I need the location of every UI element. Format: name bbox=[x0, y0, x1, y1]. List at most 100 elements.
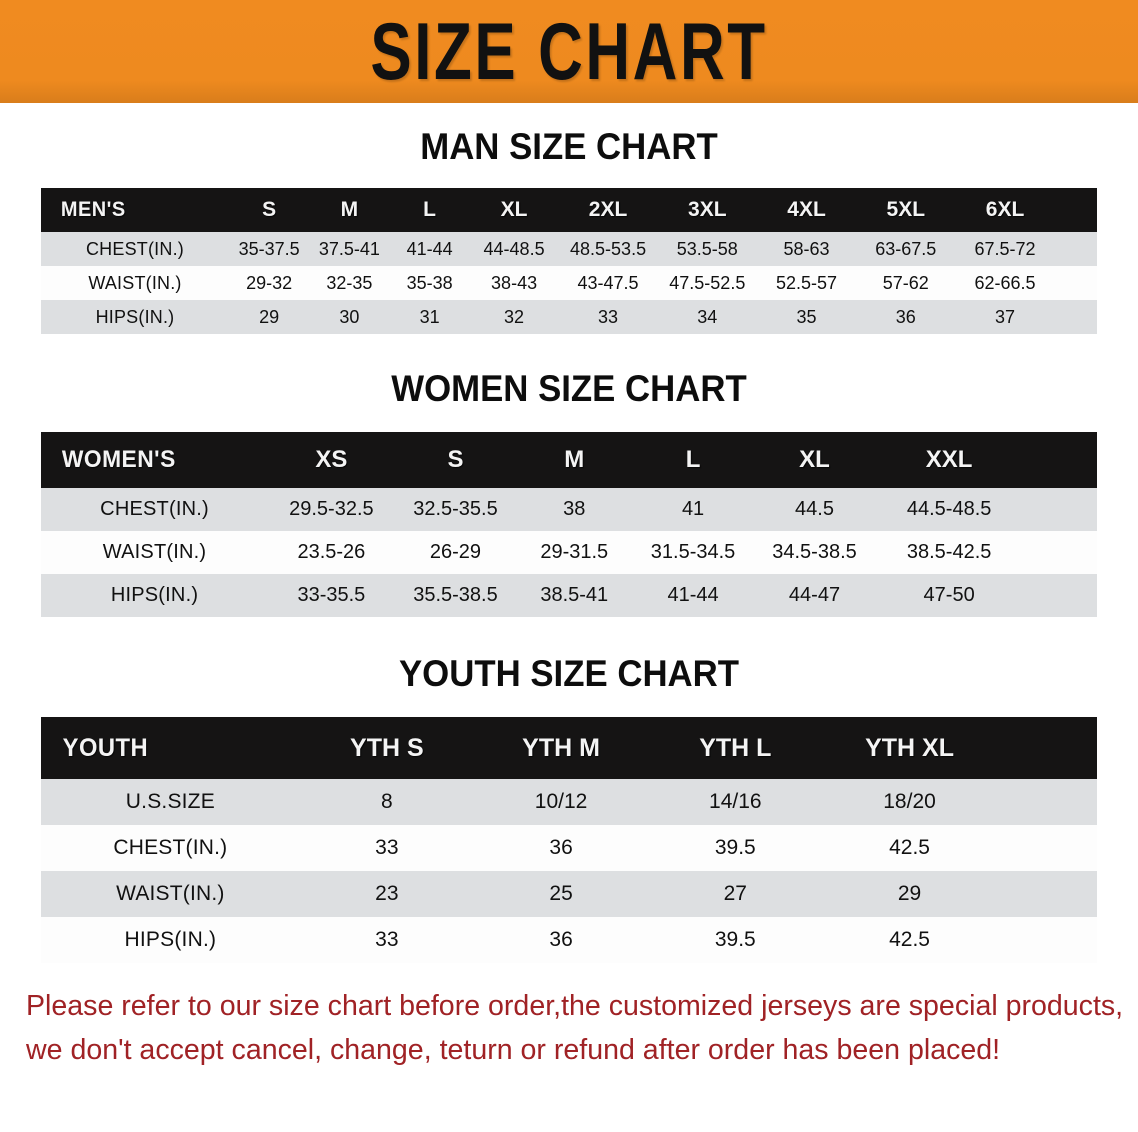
table-row: HIPS(IN.) 33-35.5 35.5-38.5 38.5-41 41-4… bbox=[41, 574, 1097, 617]
man-waist-2xl: 43-47.5 bbox=[577, 272, 639, 293]
table-row: HIPS(IN.) 29 30 31 32 33 34 35 36 37 bbox=[41, 300, 1097, 334]
women-table-header-row: WOMEN'S XS S M L XL XXL bbox=[41, 432, 1097, 488]
table-row: CHEST(IN.) 33 36 39.5 42.5 bbox=[41, 825, 1097, 871]
women-col-header-xs: XS bbox=[315, 446, 348, 473]
youth-row-spacer bbox=[997, 917, 1097, 963]
youth-waist-l: 27 bbox=[723, 882, 747, 905]
man-row-label-waist: WAIST(IN.) bbox=[88, 272, 182, 293]
youth-size-table-wrapper: YOUTH YTH S YTH M YTH L YTH XL U.S.SIZE … bbox=[41, 717, 1097, 963]
women-row-spacer bbox=[1023, 574, 1097, 617]
man-waist-xl: 38-43 bbox=[491, 272, 538, 293]
women-hips-s: 35.5-38.5 bbox=[413, 584, 498, 606]
women-table-body: WOMEN'S XS S M L XL XXL CHEST(IN.) 29.5-… bbox=[41, 432, 1097, 617]
man-hips-2xl: 33 bbox=[598, 306, 619, 327]
women-chest-xxl: 44.5-48.5 bbox=[906, 498, 992, 520]
man-size-table-wrapper: MEN'S S M L XL 2XL 3XL 4XL 5XL 6XL CHEST… bbox=[41, 188, 1097, 334]
youth-chest-l: 39.5 bbox=[714, 836, 756, 859]
youth-section-title: YOUTH SIZE CHART bbox=[398, 653, 740, 694]
youth-col-header-m: YTH M bbox=[522, 733, 600, 762]
man-table-body: MEN'S S M L XL 2XL 3XL 4XL 5XL 6XL CHEST… bbox=[41, 188, 1097, 334]
disclaimer-line-2: we don't accept cancel, change, teturn o… bbox=[26, 1033, 1001, 1066]
man-col-header-s: S bbox=[262, 198, 277, 221]
women-header-label: WOMEN'S bbox=[61, 446, 176, 473]
man-row-spacer bbox=[1055, 266, 1097, 300]
women-chest-xs: 29.5-32.5 bbox=[289, 498, 374, 520]
youth-hips-l: 39.5 bbox=[714, 928, 756, 951]
youth-ussize-xl: 18/20 bbox=[883, 790, 936, 813]
man-col-header-xl: XL bbox=[500, 198, 528, 221]
table-row: CHEST(IN.) 35-37.5 37.5-41 41-44 44-48.5… bbox=[41, 232, 1097, 266]
man-row-spacer bbox=[1055, 232, 1097, 266]
youth-row-label-hips: HIPS(IN.) bbox=[124, 928, 217, 951]
man-waist-m: 32-35 bbox=[326, 272, 373, 293]
man-hips-4xl: 35 bbox=[796, 306, 817, 327]
man-chest-m: 37.5-41 bbox=[318, 238, 380, 259]
man-chest-s: 35-37.5 bbox=[238, 238, 300, 259]
women-size-table-wrapper: WOMEN'S XS S M L XL XXL CHEST(IN.) 29.5-… bbox=[41, 432, 1097, 617]
man-waist-3xl: 47.5-52.5 bbox=[669, 272, 746, 293]
man-hips-l: 31 bbox=[419, 306, 440, 327]
disclaimer-line-1: Please refer to our size chart before or… bbox=[26, 990, 1124, 1022]
women-section-title: WOMEN SIZE CHART bbox=[391, 368, 747, 409]
man-hips-3xl: 34 bbox=[697, 306, 718, 327]
women-col-header-m: M bbox=[564, 446, 585, 473]
women-waist-xs: 23.5-26 bbox=[297, 541, 366, 563]
man-col-header-l: L bbox=[423, 198, 436, 221]
table-row: U.S.SIZE 8 10/12 14/16 18/20 bbox=[41, 779, 1097, 825]
women-hips-xs: 33-35.5 bbox=[297, 584, 366, 606]
table-row: WAIST(IN.) 23.5-26 26-29 29-31.5 31.5-34… bbox=[41, 531, 1097, 574]
man-hips-xl: 32 bbox=[504, 306, 525, 327]
man-header-label: MEN'S bbox=[60, 198, 126, 221]
man-table-header-row: MEN'S S M L XL 2XL 3XL 4XL 5XL 6XL bbox=[41, 188, 1097, 232]
man-waist-l: 35-38 bbox=[406, 272, 453, 293]
man-col-header-2xl: 2XL bbox=[588, 198, 628, 221]
women-chest-s: 32.5-35.5 bbox=[413, 498, 498, 520]
women-waist-l: 31.5-34.5 bbox=[650, 541, 736, 563]
youth-size-table: YOUTH YTH S YTH M YTH L YTH XL U.S.SIZE … bbox=[41, 717, 1097, 963]
banner-title: SIZE CHART bbox=[370, 6, 768, 97]
man-size-table: MEN'S S M L XL 2XL 3XL 4XL 5XL 6XL CHEST… bbox=[41, 188, 1097, 334]
man-waist-s: 29-32 bbox=[246, 272, 293, 293]
women-waist-s: 26-29 bbox=[429, 541, 482, 563]
man-col-header-3xl: 3XL bbox=[688, 198, 727, 221]
table-row: WAIST(IN.) 23 25 27 29 bbox=[41, 871, 1097, 917]
man-col-header-4xl: 4XL bbox=[787, 198, 826, 221]
youth-chest-m: 36 bbox=[549, 836, 573, 859]
youth-col-header-s: YTH S bbox=[350, 733, 424, 762]
women-row-label-waist: WAIST(IN.) bbox=[102, 541, 207, 563]
youth-ussize-m: 10/12 bbox=[534, 790, 588, 813]
youth-table-header-row: YOUTH YTH S YTH M YTH L YTH XL bbox=[41, 717, 1097, 779]
youth-col-header-xl: YTH XL bbox=[865, 733, 954, 762]
youth-hips-m: 36 bbox=[549, 928, 573, 951]
man-header-spacer bbox=[1055, 188, 1097, 232]
youth-chest-s: 33 bbox=[375, 836, 399, 859]
women-hips-m: 38.5-41 bbox=[540, 584, 609, 606]
women-chest-xl: 44.5 bbox=[795, 498, 834, 520]
youth-hips-xl: 42.5 bbox=[889, 928, 930, 951]
women-row-spacer bbox=[1023, 488, 1097, 531]
man-chest-5xl: 63-67.5 bbox=[875, 238, 937, 259]
women-chest-l: 41 bbox=[681, 498, 705, 520]
man-row-spacer bbox=[1055, 300, 1097, 334]
man-col-header-6xl: 6XL bbox=[985, 198, 1025, 221]
youth-header-label: YOUTH bbox=[62, 733, 149, 762]
women-row-label-chest: CHEST(IN.) bbox=[100, 498, 209, 520]
man-col-header-m: M bbox=[340, 198, 359, 221]
women-hips-l: 41-44 bbox=[667, 584, 719, 606]
man-chest-xl: 44-48.5 bbox=[483, 238, 545, 259]
man-col-header-5xl: 5XL bbox=[886, 198, 926, 221]
women-col-header-l: L bbox=[685, 446, 701, 473]
women-col-header-xl: XL bbox=[799, 446, 830, 473]
man-row-label-chest: CHEST(IN.) bbox=[85, 238, 184, 259]
man-hips-m: 30 bbox=[339, 306, 360, 327]
man-chest-3xl: 53.5-58 bbox=[676, 238, 738, 259]
women-col-header-xxl: XXL bbox=[925, 446, 973, 473]
man-waist-6xl: 62-66.5 bbox=[974, 272, 1036, 293]
man-chest-6xl: 67.5-72 bbox=[974, 238, 1036, 259]
man-chest-2xl: 48.5-53.5 bbox=[570, 238, 647, 259]
man-waist-5xl: 57-62 bbox=[882, 272, 929, 293]
man-chest-4xl: 58-63 bbox=[783, 238, 830, 259]
women-header-spacer bbox=[1023, 432, 1097, 488]
man-hips-5xl: 36 bbox=[895, 306, 916, 327]
women-row-label-hips: HIPS(IN.) bbox=[110, 584, 199, 606]
